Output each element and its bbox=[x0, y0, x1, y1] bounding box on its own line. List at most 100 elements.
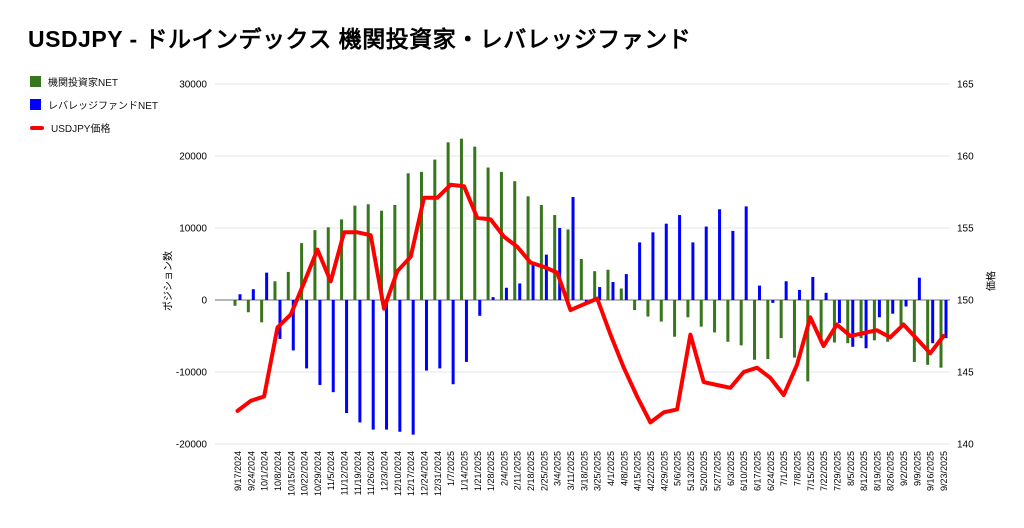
leverage-fund-net-bar bbox=[718, 209, 722, 300]
legend: 機関投資家NET レバレッジファンドNET USDJPY価格 bbox=[30, 70, 158, 139]
leverage-fund-net-bar bbox=[491, 297, 495, 300]
x-axis-tick-label: 3/18/2025 bbox=[579, 451, 589, 491]
legend-label: 機関投資家NET bbox=[48, 78, 118, 89]
x-axis-tick-label: 1/14/2025 bbox=[460, 451, 470, 491]
leverage-fund-net-bar bbox=[265, 272, 269, 300]
leverage-fund-net-bar bbox=[291, 300, 295, 351]
leverage-fund-net-bar bbox=[891, 300, 895, 314]
usdjpy-price-line bbox=[235, 182, 946, 425]
x-axis-tick-label: 10/15/2024 bbox=[286, 451, 296, 496]
institutional-net-bar bbox=[739, 300, 743, 346]
leverage-fund-net-bar bbox=[451, 300, 455, 385]
leverage-fund-net-bar bbox=[504, 287, 508, 300]
leverage-fund-net-bar bbox=[371, 300, 375, 430]
x-axis-tick-label: 12/10/2024 bbox=[393, 451, 403, 496]
left-axis-tick-label: 30000 bbox=[179, 80, 207, 91]
legend-item-leverage-fund-net: レバレッジファンドNET bbox=[30, 93, 158, 116]
x-axis-tick-label: 1/28/2025 bbox=[486, 451, 496, 491]
institutional-net-bar bbox=[326, 227, 330, 300]
leverage-fund-net-bar bbox=[411, 300, 415, 435]
usdjpy-price-swatch-icon bbox=[30, 125, 44, 130]
leverage-fund-net-bar bbox=[531, 261, 535, 300]
institutional-net-bar bbox=[619, 288, 623, 300]
x-axis-tick-label: 12/17/2024 bbox=[406, 451, 416, 496]
leverage-fund-net-bar bbox=[345, 300, 349, 414]
institutional-net-bar bbox=[260, 300, 264, 323]
x-axis-tick-label: 9/24/2024 bbox=[246, 451, 256, 491]
legend-label: USDJPY価格 bbox=[51, 124, 111, 135]
x-axis-tick-label: 9/2/2025 bbox=[899, 451, 909, 486]
institutional-net-bar bbox=[926, 300, 930, 365]
leverage-fund-net-bar bbox=[611, 282, 615, 300]
leverage-fund-net-bar bbox=[837, 300, 841, 324]
institutional-net-bar bbox=[726, 300, 730, 342]
x-axis-tick-label: 11/12/2024 bbox=[340, 451, 350, 495]
x-axis-tick-label: 2/18/2025 bbox=[526, 451, 536, 491]
institutional-net-bar bbox=[459, 138, 463, 300]
x-axis-tick-label: 10/1/2024 bbox=[260, 451, 270, 491]
institutional-net-bar bbox=[699, 300, 703, 327]
institutional-net-bar bbox=[819, 300, 823, 344]
institutional-net-bar bbox=[606, 269, 610, 300]
institutional-net-bar bbox=[686, 300, 690, 318]
institutional-net-bar bbox=[380, 210, 384, 300]
leverage-fund-net-bar bbox=[877, 300, 881, 318]
x-axis-tick-label: 3/4/2025 bbox=[553, 451, 563, 486]
leverage-fund-net-bar bbox=[904, 300, 908, 307]
institutional-net-bar bbox=[766, 300, 770, 360]
leverage-fund-net-bar bbox=[944, 300, 948, 339]
institutional-net-bar bbox=[526, 196, 530, 300]
leverage-fund-net-bar bbox=[691, 242, 695, 300]
institutional-net-bar bbox=[433, 159, 437, 300]
institutional-net-bar bbox=[353, 205, 357, 300]
institutional-net-bar bbox=[246, 300, 250, 313]
leverage-fund-net-bar bbox=[758, 285, 762, 300]
leverage-fund-net-bar bbox=[824, 292, 828, 300]
institutional-net-bar bbox=[593, 271, 597, 300]
x-axis-tick-label: 11/26/2024 bbox=[366, 451, 376, 495]
leverage-fund-net-bar bbox=[478, 300, 482, 316]
x-axis-tick-label: 12/24/2024 bbox=[420, 451, 430, 496]
leverage-fund-net-bar bbox=[544, 254, 548, 300]
x-axis-tick-label: 1/21/2025 bbox=[473, 451, 483, 491]
institutional-net-bar bbox=[633, 300, 637, 311]
x-axis-tick-label: 1/7/2025 bbox=[446, 451, 456, 486]
x-axis-tick-label: 8/26/2025 bbox=[886, 451, 896, 491]
right-axis-tick-label: 145 bbox=[957, 368, 974, 379]
leverage-fund-net-bar bbox=[797, 289, 801, 300]
leverage-fund-net-bar bbox=[558, 228, 562, 300]
leverage-fund-net-bar bbox=[678, 215, 682, 300]
institutional-net-bar bbox=[912, 300, 916, 362]
x-axis-tick-label: 7/22/2025 bbox=[819, 451, 829, 491]
x-axis-tick-label: 8/5/2025 bbox=[846, 451, 856, 486]
x-axis-tick-label: 11/5/2024 bbox=[326, 451, 336, 490]
x-axis-tick-label: 5/20/2025 bbox=[699, 451, 709, 491]
institutional-net-bar bbox=[939, 300, 943, 368]
x-axis-tick-label: 4/15/2025 bbox=[633, 451, 643, 491]
leverage-fund-net-bar bbox=[864, 300, 868, 349]
x-axis-tick-label: 3/11/2025 bbox=[566, 451, 576, 490]
leverage-fund-net-bar bbox=[385, 300, 389, 430]
institutional-net-bar bbox=[406, 173, 410, 300]
institutional-net-bar bbox=[393, 204, 397, 300]
leverage-fund-net-bar bbox=[438, 300, 442, 369]
x-axis-tick-label: 9/17/2024 bbox=[233, 451, 243, 491]
x-axis-tick-label: 4/1/2025 bbox=[606, 451, 616, 486]
leverage-fund-net-bar bbox=[917, 277, 921, 300]
x-axis-tick-label: 6/24/2025 bbox=[766, 451, 776, 491]
x-axis-tick-label: 4/29/2025 bbox=[659, 451, 669, 491]
left-axis-tick-label: -10000 bbox=[176, 368, 208, 379]
institutional-net-bar bbox=[446, 142, 450, 300]
leverage-fund-net-bar bbox=[278, 300, 282, 339]
leverage-fund-net-bar bbox=[358, 300, 362, 423]
institutional-net-bar bbox=[233, 300, 237, 306]
leverage-fund-net-bar bbox=[238, 294, 242, 300]
leverage-fund-net-bar bbox=[518, 283, 522, 300]
legend-item-usdjpy-price: USDJPY価格 bbox=[30, 116, 158, 139]
left-axis-tick-label: -20000 bbox=[176, 440, 208, 451]
x-axis-tick-label: 5/27/2025 bbox=[713, 451, 723, 491]
leverage-fund-net-bar bbox=[251, 289, 255, 300]
institutional-net-bar bbox=[832, 300, 836, 343]
leverage-fund-net-bar bbox=[851, 300, 855, 347]
